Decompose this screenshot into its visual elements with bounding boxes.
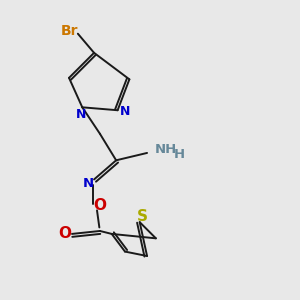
Text: O: O xyxy=(93,198,106,213)
Text: O: O xyxy=(58,226,71,242)
Text: N: N xyxy=(120,105,130,118)
Text: NH: NH xyxy=(154,143,177,157)
Text: N: N xyxy=(76,108,86,121)
Text: N: N xyxy=(82,177,94,190)
Text: Br: Br xyxy=(60,24,78,38)
Text: H: H xyxy=(174,148,185,161)
Text: S: S xyxy=(136,209,148,224)
